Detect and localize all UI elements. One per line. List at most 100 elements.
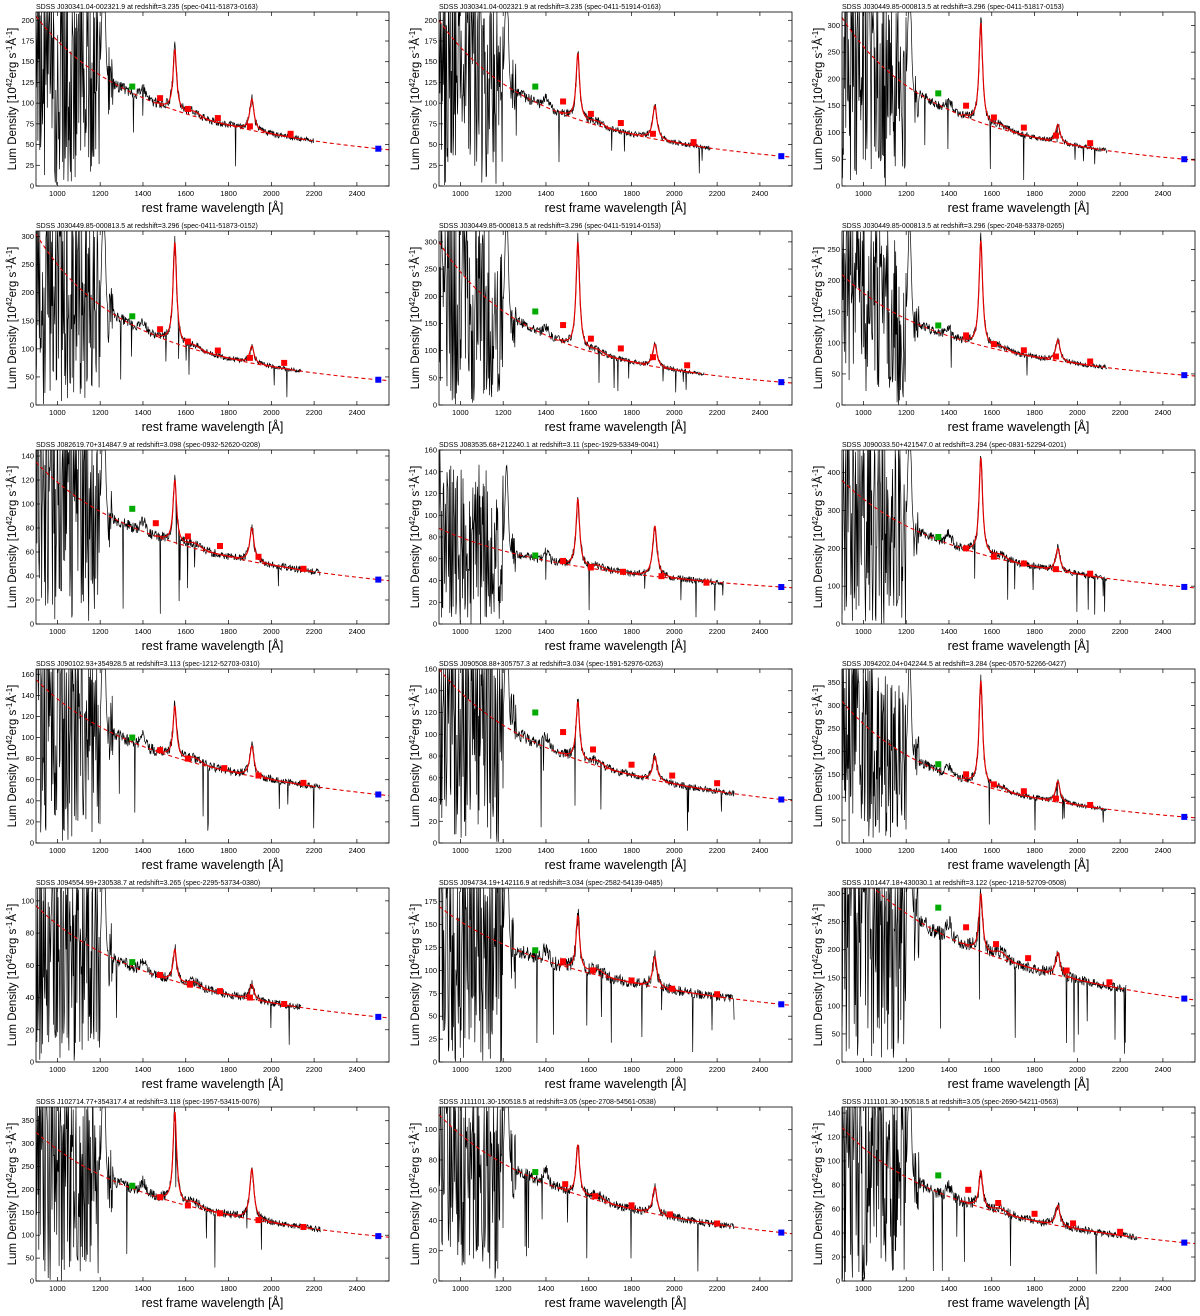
y-tick-label: 0 — [836, 1277, 840, 1286]
continuum-fit — [36, 1131, 389, 1238]
y-tick-label: 100 — [424, 511, 437, 520]
plot-frame — [841, 11, 1196, 187]
y-axis-label: Lum Density [1042erg s-1Å-1] — [5, 247, 19, 390]
x-tick-label: 1000 — [452, 1065, 469, 1074]
y-tick-label: 100 — [827, 582, 840, 591]
continuum-point — [157, 95, 164, 102]
y-tick-label: 40 — [429, 795, 437, 804]
panel-title: SDSS J090033.50+421547.0 at redshift=3.2… — [842, 442, 1066, 449]
y-tick-label: 80 — [429, 533, 437, 542]
x-tick-label: 2200 — [306, 189, 323, 198]
x-axis-label: rest frame wavelength [Å] — [545, 1295, 687, 1310]
continuum-point — [1020, 124, 1027, 131]
observed-spectrum — [842, 450, 1108, 624]
y-axis-label: Lum Density [1042erg s-1Å-1] — [408, 904, 422, 1047]
spectrum-panel-11: SDSS J090508.88+305757.3 at redshift=3.0… — [408, 661, 793, 872]
anchor-point-1350 — [935, 322, 942, 329]
anchor-point-1350 — [532, 552, 539, 559]
x-tick-label: 2200 — [1112, 408, 1129, 417]
continuum-point — [587, 335, 594, 342]
x-tick-label: 1600 — [580, 846, 597, 855]
observed-spectrum — [36, 12, 315, 185]
panel-title: SDSS J111101.30-150518.5 at redshift=3.0… — [439, 1099, 656, 1106]
x-tick-label: 1000 — [855, 846, 872, 855]
y-tick-label: 140 — [424, 467, 437, 476]
x-tick-label: 2400 — [1155, 189, 1172, 198]
spectrum-panel-15: SDSS J101447.18+430030.1 at redshift=3.1… — [811, 880, 1196, 1091]
y-tick-label: 100 — [424, 346, 437, 355]
panel-title: SDSS J101447.18+430030.1 at redshift=3.1… — [842, 880, 1066, 887]
y-tick-label: 0 — [836, 839, 840, 848]
x-tick-label: 2000 — [666, 408, 683, 417]
y-tick-label: 150 — [424, 57, 437, 66]
y-axis-label: Lum Density [1042erg s-1Å-1] — [408, 28, 422, 171]
y-tick-label: 100 — [21, 1231, 34, 1240]
y-tick-label: 25 — [429, 1035, 437, 1044]
y-tick-label: 250 — [827, 245, 840, 254]
continuum-point — [590, 746, 597, 753]
continuum-point — [658, 573, 665, 580]
continuum-point — [246, 994, 253, 1001]
spectrum-panel-3: SDSS J030449.85-000813.5 at redshift=3.2… — [811, 4, 1196, 215]
emission-line-fit — [961, 680, 1099, 809]
continuum-point — [1052, 353, 1059, 360]
spectrum-panel-12: SDSS J094202.04+042244.5 at redshift=3.2… — [811, 661, 1196, 872]
continuum-point — [963, 332, 970, 339]
y-tick-label: 50 — [832, 155, 840, 164]
continuum-fit — [439, 669, 792, 802]
continuum-point — [184, 533, 191, 540]
x-tick-label: 1400 — [941, 408, 958, 417]
spectrum-panel-14: SDSS J094734.19+142116.9 at redshift=3.0… — [408, 880, 793, 1091]
x-tick-label: 1400 — [538, 1284, 555, 1293]
panel-title: SDSS J111101.30-150518.5 at redshift=3.0… — [842, 1099, 1058, 1106]
point-2500 — [778, 379, 785, 386]
y-tick-label: 120 — [827, 1133, 840, 1142]
y-tick-label: 150 — [424, 319, 437, 328]
plot-frame — [438, 887, 793, 1063]
continuum-point — [216, 543, 223, 549]
y-tick-label: 120 — [21, 712, 34, 721]
point-2500 — [778, 584, 785, 591]
x-tick-label: 1800 — [220, 627, 237, 636]
plot-frame — [438, 11, 793, 187]
anchor-point-1350 — [935, 904, 942, 911]
x-tick-label: 2000 — [263, 846, 280, 855]
y-tick-label: 60 — [26, 775, 34, 784]
x-tick-label: 1800 — [1026, 1284, 1043, 1293]
continuum-point — [628, 1202, 635, 1209]
emission-line-fit — [961, 1170, 1129, 1237]
point-2500 — [778, 1229, 785, 1236]
continuum-point — [1087, 140, 1094, 147]
x-tick-label: 1200 — [92, 1065, 109, 1074]
x-tick-label: 1200 — [495, 846, 512, 855]
continuum-point — [157, 747, 164, 754]
x-tick-label: 1600 — [580, 627, 597, 636]
continuum-point — [214, 115, 221, 122]
x-tick-label: 1800 — [623, 1065, 640, 1074]
x-tick-label: 2000 — [1069, 627, 1086, 636]
continuum-point — [667, 1211, 674, 1218]
y-tick-label: 60 — [26, 961, 34, 970]
y-tick-label: 0 — [433, 1058, 437, 1067]
continuum-point — [590, 967, 597, 974]
x-tick-label: 1800 — [1026, 408, 1043, 417]
continuum-point — [300, 1223, 307, 1230]
x-tick-label: 1200 — [495, 627, 512, 636]
continuum-point — [287, 130, 294, 137]
y-tick-label: 0 — [836, 1058, 840, 1067]
y-tick-label: 140 — [21, 452, 34, 461]
continuum-point — [1070, 1220, 1077, 1227]
continuum-point — [184, 1202, 191, 1209]
x-tick-label: 2400 — [349, 846, 366, 855]
continuum-point — [1020, 560, 1027, 567]
x-tick-label: 2200 — [1112, 846, 1129, 855]
y-tick-label: 200 — [21, 1185, 34, 1194]
y-tick-label: 0 — [836, 401, 840, 410]
y-tick-label: 175 — [21, 37, 34, 46]
panel-title: SDSS J030341.04-002321.9 at redshift=3.2… — [36, 4, 258, 11]
continuum-point — [617, 345, 624, 352]
y-axis-label: Lum Density [1042erg s-1Å-1] — [408, 1123, 422, 1266]
emission-line-fit — [155, 49, 306, 141]
x-tick-label: 2400 — [1155, 408, 1172, 417]
y-tick-label: 0 — [433, 401, 437, 410]
